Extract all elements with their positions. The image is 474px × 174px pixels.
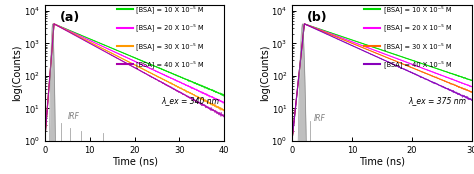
Text: (a): (a): [60, 11, 80, 24]
Text: IRF: IRF: [313, 114, 325, 123]
Text: [BSA] = 40 X 10⁻⁵ M: [BSA] = 40 X 10⁻⁵ M: [137, 60, 204, 68]
Text: λ_ex = 340 nm: λ_ex = 340 nm: [161, 96, 219, 105]
Text: IRF: IRF: [67, 112, 79, 121]
Text: λ_ex = 375 nm: λ_ex = 375 nm: [408, 96, 466, 105]
Text: [BSA] = 40 X 10⁻⁵ M: [BSA] = 40 X 10⁻⁵ M: [384, 60, 451, 68]
Y-axis label: log(Counts): log(Counts): [13, 45, 23, 101]
Y-axis label: log(Counts): log(Counts): [260, 45, 270, 101]
X-axis label: Time (ns): Time (ns): [112, 156, 158, 166]
Text: [BSA] = 10 X 10⁻⁵ M: [BSA] = 10 X 10⁻⁵ M: [137, 5, 204, 13]
Text: [BSA] = 30 X 10⁻⁵ M: [BSA] = 30 X 10⁻⁵ M: [137, 42, 204, 50]
Text: [BSA] = 20 X 10⁻⁵ M: [BSA] = 20 X 10⁻⁵ M: [137, 24, 204, 31]
X-axis label: Time (ns): Time (ns): [359, 156, 405, 166]
Text: [BSA] = 10 X 10⁻⁵ M: [BSA] = 10 X 10⁻⁵ M: [384, 5, 451, 13]
Text: [BSA] = 30 X 10⁻⁵ M: [BSA] = 30 X 10⁻⁵ M: [384, 42, 451, 50]
Text: (b): (b): [307, 11, 328, 24]
Text: [BSA] = 20 X 10⁻⁵ M: [BSA] = 20 X 10⁻⁵ M: [384, 24, 451, 31]
